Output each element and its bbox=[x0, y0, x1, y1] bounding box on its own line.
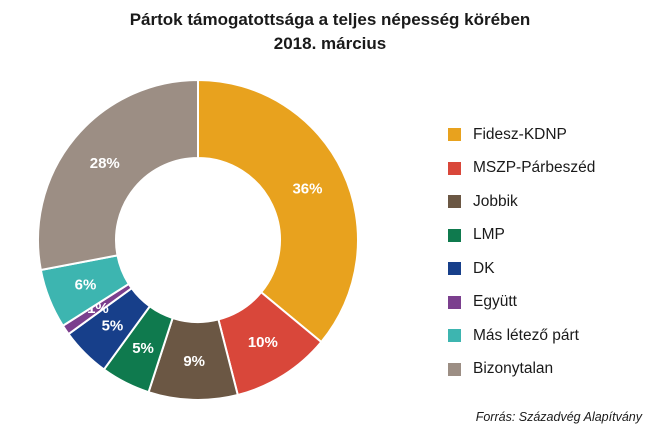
legend-item: Bizonytalan bbox=[448, 353, 595, 387]
legend-item: Jobbik bbox=[448, 185, 595, 219]
legend-swatch bbox=[448, 362, 461, 376]
legend-item: Fidesz-KDNP bbox=[448, 118, 595, 152]
legend-label: MSZP-Párbeszéd bbox=[473, 159, 596, 177]
legend-item: DK bbox=[448, 252, 595, 286]
legend-item: MSZP-Párbeszéd bbox=[448, 152, 595, 186]
legend-label: Bizonytalan bbox=[473, 360, 554, 378]
legend-swatch bbox=[448, 128, 461, 142]
legend-label: Más létező párt bbox=[473, 326, 579, 344]
legend-item: Más létező párt bbox=[448, 319, 595, 353]
chart-source: Forrás: Századvég Alapítvány bbox=[475, 410, 642, 424]
chart-title-block: Pártok támogatottsága a teljes népesség … bbox=[0, 8, 660, 56]
data-label-lmp: 5% bbox=[132, 340, 154, 357]
data-label-mszp-p-rbesz-d: 10% bbox=[248, 334, 278, 351]
legend-label: LMP bbox=[473, 226, 505, 244]
legend-swatch bbox=[448, 295, 461, 309]
chart-legend: Fidesz-KDNP MSZP-Párbeszéd Jobbik LMP DK Együ… bbox=[448, 118, 595, 386]
legend-item: Együtt bbox=[448, 286, 595, 320]
data-label-m-s-l-tez-p-rt: 6% bbox=[75, 277, 97, 294]
data-label-dk: 5% bbox=[102, 318, 124, 335]
data-label-fidesz-kdnp: 36% bbox=[292, 180, 322, 197]
data-label-bizonytalan: 28% bbox=[90, 155, 120, 172]
legend-label: Együtt bbox=[473, 293, 517, 311]
legend-label: DK bbox=[473, 259, 495, 277]
chart-subtitle: 2018. március bbox=[273, 34, 387, 53]
legend-swatch bbox=[448, 161, 461, 175]
legend-swatch bbox=[448, 262, 461, 276]
chart-title: Pártok támogatottsága a teljes népesség … bbox=[129, 10, 531, 29]
legend-label: Jobbik bbox=[473, 192, 518, 210]
legend-item: LMP bbox=[448, 219, 595, 253]
slice-fidesz-kdnp bbox=[197, 78, 359, 344]
legend-swatch bbox=[448, 228, 461, 242]
legend-swatch bbox=[448, 195, 461, 209]
legend-swatch bbox=[448, 329, 461, 343]
data-label-jobbik: 9% bbox=[183, 353, 205, 370]
slice-bizonytalan bbox=[37, 78, 199, 272]
legend-label: Fidesz-KDNP bbox=[473, 125, 567, 143]
